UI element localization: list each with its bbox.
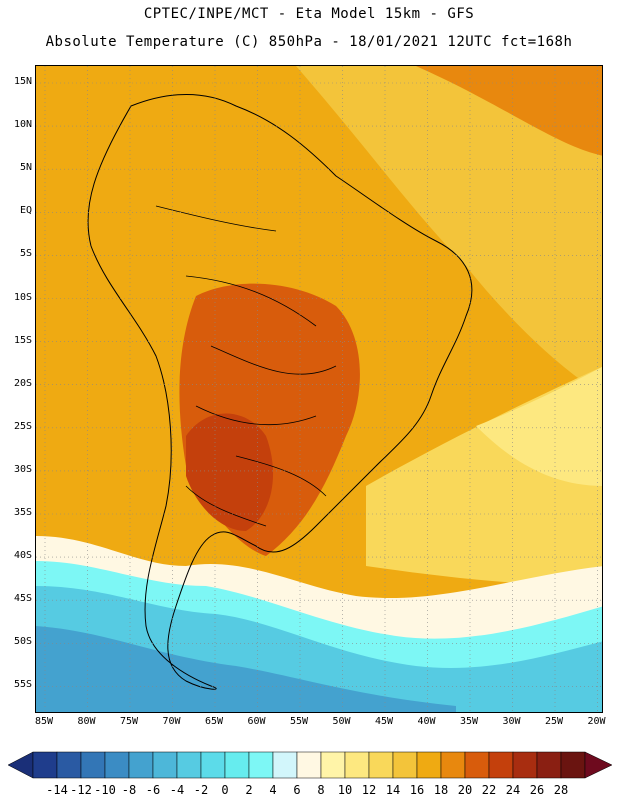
lon-label: 20W xyxy=(587,716,606,727)
colorbar-tick-label: 0 xyxy=(221,783,229,797)
lon-label: 45W xyxy=(374,716,394,727)
lat-label: 10S xyxy=(13,291,32,303)
lon-label: 40W xyxy=(417,716,436,727)
lat-label: 35S xyxy=(13,507,32,518)
colorbar-tick-label: 26 xyxy=(529,783,545,797)
lat-label: 15S xyxy=(13,334,32,346)
lon-label: 50W xyxy=(332,716,351,727)
colorbar-tick-label: 4 xyxy=(269,783,277,797)
colorbar-swatch xyxy=(224,751,250,779)
colorbar-tick-label: 8 xyxy=(317,783,325,797)
colorbar-under-arrow xyxy=(7,751,34,779)
colorbar-tick-label: -10 xyxy=(94,783,116,797)
map-canvas xyxy=(36,66,602,712)
colorbar-swatch xyxy=(80,751,106,779)
colorbar-tick-label: 6 xyxy=(293,783,301,797)
lat-label: 5N xyxy=(19,162,32,174)
colorbar-swatch xyxy=(416,751,442,779)
lat-label: 45S xyxy=(13,593,32,605)
colorbar-tick-label: -4 xyxy=(169,783,185,797)
lat-label: 10N xyxy=(13,119,32,131)
colorbar-swatch xyxy=(128,751,154,779)
colorbar-tick-label: 14 xyxy=(385,783,401,797)
colorbar-tick-label: 28 xyxy=(553,783,569,797)
title-line-1: CPTEC/INPE/MCT - Eta Model 15km - GFS xyxy=(143,6,475,22)
lon-label: 65W xyxy=(204,716,224,727)
colorbar-tick-label: 10 xyxy=(337,783,353,797)
field-coldest-band xyxy=(36,626,456,712)
colorbar-swatch xyxy=(488,751,514,779)
lat-lon-grid xyxy=(36,66,602,712)
colorbar-swatch xyxy=(176,751,202,779)
lon-label: 75W xyxy=(119,716,139,727)
lat-label: 40S xyxy=(13,550,32,562)
lon-label: 85W xyxy=(34,716,54,727)
lat-label: 20S xyxy=(13,377,32,389)
colorbar-swatch xyxy=(440,751,466,779)
colorbar-tick-label: -12 xyxy=(70,783,92,797)
colorbar-swatch xyxy=(248,751,274,779)
colorbar-swatch xyxy=(32,751,58,779)
lon-label: 25W xyxy=(544,716,564,727)
colorbar-swatch xyxy=(272,751,298,779)
lat-label: 50S xyxy=(13,636,32,648)
lat-label: 30S xyxy=(13,463,32,475)
lon-label: 55W xyxy=(289,716,309,727)
colorbar-tick-label: -6 xyxy=(145,783,161,797)
colorbar-tick-label: 12 xyxy=(361,783,377,797)
field-hottest-core xyxy=(186,413,274,531)
lon-label: 70W xyxy=(162,716,181,727)
colorbar xyxy=(7,751,613,779)
colorbar-swatch xyxy=(536,751,562,779)
temperature-map[interactable] xyxy=(35,65,603,713)
lon-label: 30W xyxy=(502,716,521,727)
colorbar-tick-label: 20 xyxy=(457,783,473,797)
colorbar-swatch xyxy=(344,751,370,779)
colorbar-over-arrow xyxy=(584,751,613,779)
colorbar-swatch xyxy=(104,751,130,779)
continent-outline xyxy=(87,94,473,690)
colorbar-swatch xyxy=(56,751,82,779)
colorbar-tick-label: 18 xyxy=(433,783,449,797)
field-atlantic-light xyxy=(476,367,602,486)
colorbar-swatch xyxy=(464,751,490,779)
country-borders xyxy=(155,205,337,527)
colorbar-swatch xyxy=(152,751,178,779)
colorbar-tick-label: 16 xyxy=(409,783,425,797)
lon-label: 60W xyxy=(247,716,266,727)
lat-label: 15N xyxy=(13,76,32,87)
colorbar-swatch xyxy=(392,751,418,779)
lat-label: EQ xyxy=(19,205,32,217)
colorbar-tick-label: -8 xyxy=(121,783,137,797)
lat-label: 5S xyxy=(19,248,32,260)
colorbar-tick-label: 2 xyxy=(245,783,253,797)
colorbar-swatch xyxy=(200,751,226,779)
field-ocean-north xyxy=(296,66,602,395)
title-line-2: Absolute Temperature (C) 850hPa - 18/01/… xyxy=(45,34,573,50)
colorbar-tick-label: 24 xyxy=(505,783,521,797)
colorbar-swatch xyxy=(560,751,586,779)
colorbar-swatch xyxy=(368,751,394,779)
field-warm-tropics xyxy=(416,66,602,156)
colorbar-tick-label: -14 xyxy=(46,783,68,797)
colorbar-swatch xyxy=(296,751,322,779)
lon-label: 35W xyxy=(459,716,479,727)
colorbar-swatch xyxy=(320,751,346,779)
colorbar-swatch xyxy=(512,751,538,779)
lat-label: 55S xyxy=(13,679,32,691)
lon-label: 80W xyxy=(77,716,96,727)
lat-label: 25S xyxy=(13,420,32,432)
colorbar-tick-label: 22 xyxy=(481,783,497,797)
colorbar-tick-label: -2 xyxy=(193,783,209,797)
